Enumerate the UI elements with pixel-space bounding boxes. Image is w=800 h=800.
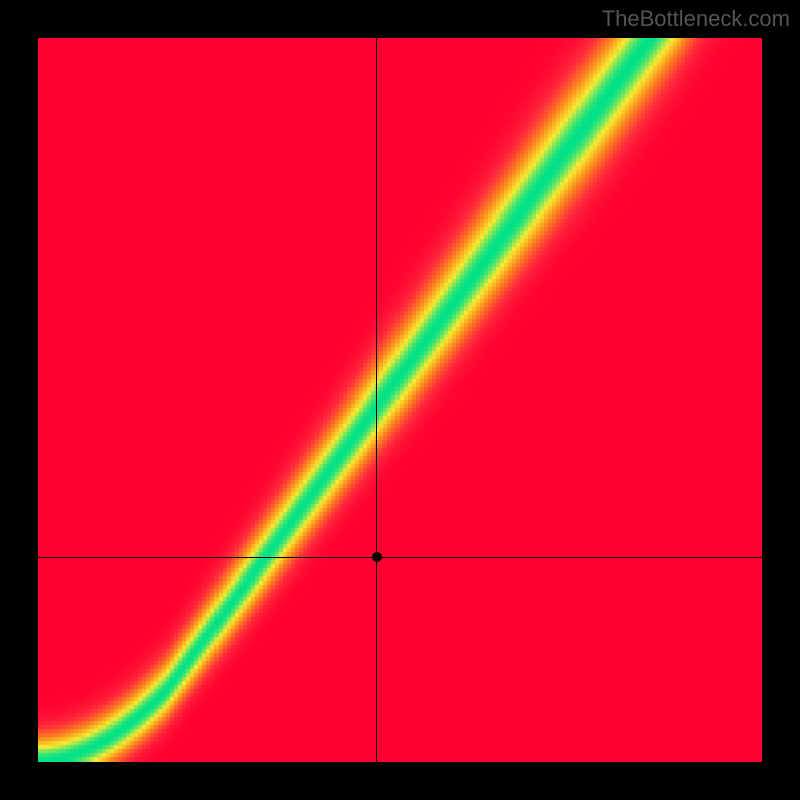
crosshair-horizontal xyxy=(38,557,762,558)
plot-area xyxy=(38,38,762,762)
crosshair-vertical xyxy=(376,38,377,762)
bottleneck-heatmap xyxy=(38,38,762,762)
crosshair-marker xyxy=(372,552,382,562)
watermark-text: TheBottleneck.com xyxy=(602,6,790,32)
